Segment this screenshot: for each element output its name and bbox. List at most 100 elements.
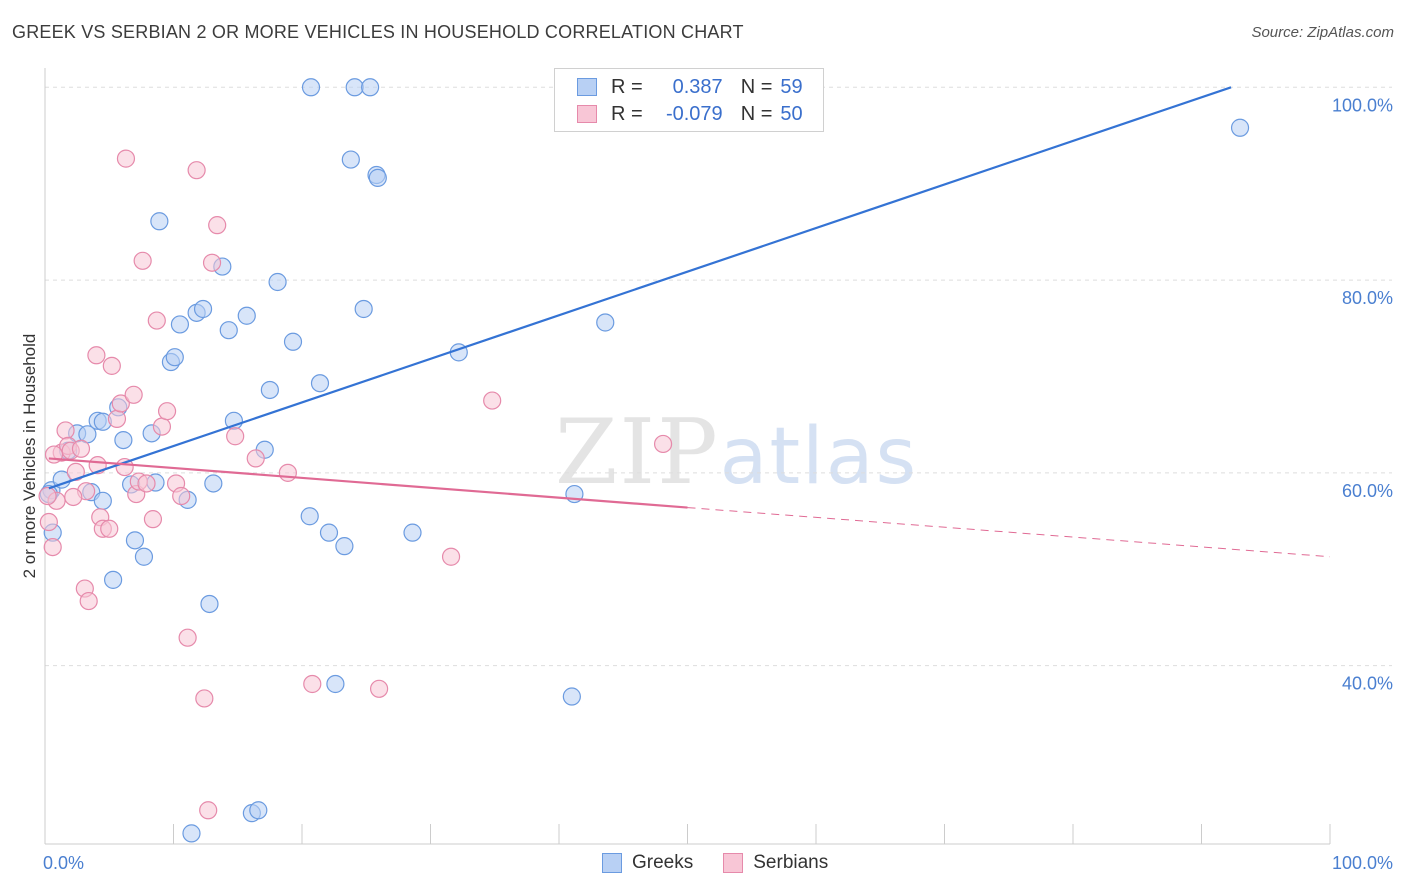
y-axis-label: 2 or more Vehicles in Household xyxy=(20,334,39,579)
greek-point-41 xyxy=(319,523,339,542)
legend-item-greeks[interactable]: Greeks xyxy=(602,852,693,874)
serbian-point-41 xyxy=(278,463,297,482)
greek-point-40 xyxy=(310,374,330,393)
greek-point-9 xyxy=(93,491,112,510)
greek-point-36 xyxy=(268,272,287,292)
serbians-legend-swatch xyxy=(723,853,744,873)
serbian-point-37 xyxy=(202,253,222,272)
correlation-legend: R = 0.387 N = 59 R = -0.079 N = 50 xyxy=(554,68,824,132)
serbian-point-16 xyxy=(100,519,119,538)
greek-point-49 xyxy=(368,168,387,187)
greek-point-12 xyxy=(114,430,133,450)
y-tick-label-40: 40.0% xyxy=(1342,674,1393,694)
greek-point-54 xyxy=(596,313,615,332)
serbian-trendline-2 xyxy=(687,507,1331,558)
legend-row-serbians: R = -0.079 N = 50 xyxy=(577,101,803,127)
greeks-n-label: N = xyxy=(740,75,773,98)
serbian-point-49 xyxy=(64,487,83,507)
watermark-atlas: atlas xyxy=(719,412,919,502)
serbian-point-40 xyxy=(246,449,265,468)
serbian-point-36 xyxy=(199,801,218,820)
serbian-point-46 xyxy=(653,434,673,454)
serbian-point-18 xyxy=(107,409,127,428)
serbian-point-26 xyxy=(137,474,156,493)
serbian-point-48 xyxy=(44,445,64,464)
serbian-point-47 xyxy=(38,486,57,506)
serbian-trendline-1 xyxy=(48,457,688,509)
serbian-point-35 xyxy=(195,689,214,708)
greek-point-26 xyxy=(200,594,219,614)
watermark: ZIPatlas xyxy=(555,400,918,505)
serbian-point-1 xyxy=(43,537,62,557)
legend-item-serbians[interactable]: Serbians xyxy=(723,852,828,874)
serbian-point-29 xyxy=(152,417,172,436)
x-tick-label-end: 100.0% xyxy=(1332,853,1393,873)
greek-point-27 xyxy=(204,474,223,493)
greek-point-20 xyxy=(165,348,184,367)
serbian-point-45 xyxy=(483,391,502,410)
greek-point-15 xyxy=(134,547,154,566)
legend-row-greeks: R = 0.387 N = 59 xyxy=(577,74,803,100)
greek-point-2 xyxy=(52,470,71,489)
greek-point-14 xyxy=(125,531,145,550)
greek-point-29 xyxy=(219,321,238,340)
source-label: Source: ZipAtlas.com xyxy=(1251,24,1394,41)
serbian-point-22 xyxy=(124,385,143,404)
greeks-n-value: 59 xyxy=(780,75,803,98)
greeks-legend-swatch xyxy=(602,853,622,873)
greek-point-39 xyxy=(301,78,321,97)
serbian-point-7 xyxy=(66,462,85,482)
serbian-point-0 xyxy=(39,512,58,532)
serbians-swatch xyxy=(577,105,597,123)
chart-title: GREEK VS SERBIAN 2 OR MORE VEHICLES IN H… xyxy=(12,22,744,42)
serbian-point-39 xyxy=(226,427,245,446)
greek-point-47 xyxy=(361,78,380,97)
serbian-point-12 xyxy=(87,346,106,365)
greeks-legend-label: Greeks xyxy=(632,852,694,873)
serbian-point-17 xyxy=(102,356,121,375)
greek-point-50 xyxy=(403,523,422,542)
greek-point-37 xyxy=(283,332,303,351)
serbian-point-4 xyxy=(56,421,75,440)
greek-point-53 xyxy=(562,687,581,706)
serbians-r-value: -0.079 xyxy=(665,102,723,125)
greeks-r-value: 0.387 xyxy=(672,75,723,98)
greek-point-10 xyxy=(104,570,123,589)
greeks-r-label: R = xyxy=(611,75,643,98)
serbian-point-43 xyxy=(370,679,389,698)
serbian-point-42 xyxy=(303,674,322,694)
serbian-point-38 xyxy=(208,216,227,235)
greek-point-35 xyxy=(260,380,279,400)
greek-point-25 xyxy=(193,299,213,319)
serbians-r-label: R = xyxy=(611,102,643,125)
serbian-point-44 xyxy=(441,547,461,566)
y-tick-label-80: 80.0% xyxy=(1342,288,1393,308)
serbian-point-19 xyxy=(111,394,130,413)
greek-point-38 xyxy=(300,507,319,526)
serbian-point-34 xyxy=(187,161,206,180)
serbian-point-30 xyxy=(157,402,177,421)
serbian-point-21 xyxy=(116,149,136,168)
serbian-point-28 xyxy=(147,311,166,330)
greek-point-18 xyxy=(150,212,169,231)
serbians-n-label: N = xyxy=(740,102,773,125)
serbian-point-11 xyxy=(79,591,98,611)
series-legend: Greeks Serbians xyxy=(602,852,858,874)
greek-point-31 xyxy=(237,306,256,325)
greek-point-46 xyxy=(354,299,373,319)
y-tick-label-100: 100.0% xyxy=(1332,95,1393,115)
serbian-point-25 xyxy=(133,251,152,270)
serbians-n-value: 50 xyxy=(780,102,803,125)
serbian-point-33 xyxy=(178,628,197,647)
greek-point-44 xyxy=(341,150,360,169)
greek-point-33 xyxy=(249,801,268,820)
serbian-point-27 xyxy=(143,510,163,529)
greek-point-21 xyxy=(170,315,190,334)
greek-point-23 xyxy=(182,824,201,843)
greeks-swatch xyxy=(577,78,597,96)
serbian-point-8 xyxy=(71,439,91,458)
watermark-zip: ZIP xyxy=(555,400,720,505)
x-tick-label-start: 0.0% xyxy=(43,853,84,873)
greek-point-43 xyxy=(335,537,354,556)
